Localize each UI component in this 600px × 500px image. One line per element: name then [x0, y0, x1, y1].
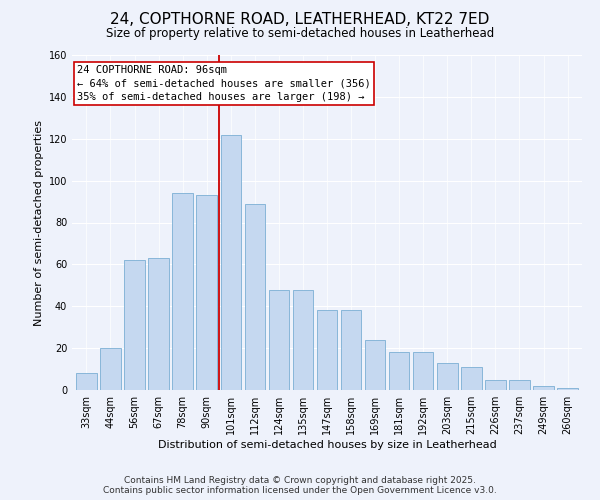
- Bar: [245, 204, 265, 390]
- Bar: [557, 388, 578, 390]
- Bar: [269, 290, 289, 390]
- Bar: [100, 348, 121, 390]
- Bar: [461, 367, 482, 390]
- Bar: [124, 260, 145, 390]
- Text: Contains HM Land Registry data © Crown copyright and database right 2025.
Contai: Contains HM Land Registry data © Crown c…: [103, 476, 497, 495]
- Text: Size of property relative to semi-detached houses in Leatherhead: Size of property relative to semi-detach…: [106, 28, 494, 40]
- Bar: [221, 134, 241, 390]
- Bar: [148, 258, 169, 390]
- Bar: [485, 380, 506, 390]
- Bar: [533, 386, 554, 390]
- Bar: [509, 380, 530, 390]
- Bar: [437, 363, 458, 390]
- Text: 24, COPTHORNE ROAD, LEATHERHEAD, KT22 7ED: 24, COPTHORNE ROAD, LEATHERHEAD, KT22 7E…: [110, 12, 490, 28]
- Bar: [341, 310, 361, 390]
- Bar: [365, 340, 385, 390]
- Y-axis label: Number of semi-detached properties: Number of semi-detached properties: [34, 120, 44, 326]
- X-axis label: Distribution of semi-detached houses by size in Leatherhead: Distribution of semi-detached houses by …: [158, 440, 496, 450]
- Bar: [196, 196, 217, 390]
- Bar: [317, 310, 337, 390]
- Bar: [76, 373, 97, 390]
- Bar: [413, 352, 433, 390]
- Text: 24 COPTHORNE ROAD: 96sqm
← 64% of semi-detached houses are smaller (356)
35% of : 24 COPTHORNE ROAD: 96sqm ← 64% of semi-d…: [77, 66, 371, 102]
- Bar: [293, 290, 313, 390]
- Bar: [172, 193, 193, 390]
- Bar: [389, 352, 409, 390]
